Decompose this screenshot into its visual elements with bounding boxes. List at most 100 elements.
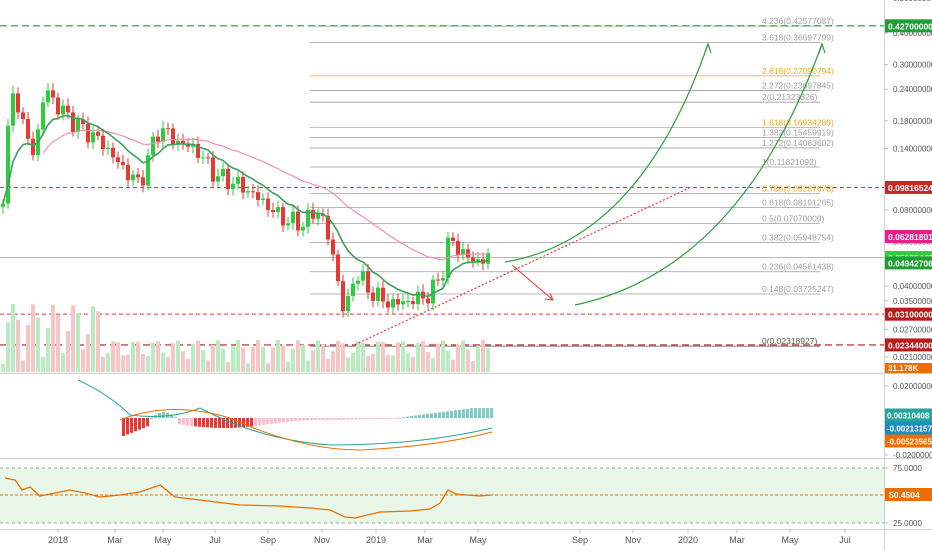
macd-histogram-bar <box>454 410 457 418</box>
candle-body <box>411 301 415 305</box>
candle-body <box>151 136 155 156</box>
candle-body <box>356 280 360 284</box>
time-tick-label: Mar <box>107 535 123 545</box>
macd-histogram-bar <box>222 418 225 428</box>
price-tick-label: 0.30000000 <box>893 61 932 70</box>
price-tick-label: 0.40000000 <box>893 29 932 38</box>
time-tick-label: May <box>469 535 487 545</box>
price-tag <box>885 338 932 352</box>
candle-body <box>241 177 245 193</box>
volume-bar <box>201 350 205 372</box>
time-tick-label: May <box>781 535 799 545</box>
macd-histogram-bar <box>282 418 285 423</box>
volume-bar <box>461 340 465 372</box>
time-tick-label: Sep <box>572 535 588 545</box>
candle-body <box>126 164 130 181</box>
volume-bar <box>266 363 270 372</box>
projection-arrowhead <box>704 42 712 54</box>
macd-histogram-bar <box>202 418 205 428</box>
volume-bar <box>221 348 225 372</box>
moving-average-line <box>42 129 489 261</box>
fib-label: 0(0.02318927) <box>762 336 817 346</box>
volume-bar <box>271 347 275 372</box>
candle-body <box>206 157 210 159</box>
volume-bar <box>346 357 350 372</box>
candle-body <box>71 112 75 132</box>
projection-curve <box>504 43 709 263</box>
time-tick-label: 2019 <box>366 535 386 545</box>
volume-bar <box>141 353 145 372</box>
candle-body <box>336 254 340 282</box>
volume-tag-text: 31.178K <box>888 364 918 373</box>
macd-histogram-bar <box>174 417 177 419</box>
candle-body <box>91 132 95 143</box>
volume-bar <box>186 358 190 372</box>
candle-body <box>486 252 490 264</box>
candle-body <box>401 301 405 305</box>
macd-tag <box>885 434 932 448</box>
volume-bar <box>101 356 105 372</box>
macd-histogram-bar <box>378 418 381 420</box>
macd-histogram-bar <box>374 418 377 420</box>
fib-label: 2(0.21323326) <box>762 92 817 102</box>
ema-line <box>2 114 489 298</box>
volume-bar <box>21 360 25 372</box>
macd-histogram-bar <box>266 418 269 425</box>
volume-bar <box>86 333 90 372</box>
macd-histogram-bar <box>190 418 193 426</box>
candle-body <box>166 128 170 130</box>
volume-bar <box>176 340 180 372</box>
candle-body <box>6 125 10 204</box>
candle-body <box>451 237 455 241</box>
volume-bar <box>11 304 15 372</box>
volume-bar <box>361 342 365 372</box>
macd-tag-text: 0.00310408 <box>887 412 930 421</box>
volume-bar <box>111 341 115 372</box>
fib-label: 0.618(0.08191265) <box>762 197 834 207</box>
fib-label: 2.272(0.23697845) <box>762 81 834 91</box>
candle-body <box>436 279 440 281</box>
projection-arrowhead <box>818 42 826 54</box>
time-tick-label: Nov <box>625 535 642 545</box>
volume-bar <box>316 340 320 372</box>
macd-histogram-bar <box>334 418 337 420</box>
volume-bar <box>421 340 425 372</box>
candle-body <box>276 207 280 213</box>
volume-bar <box>386 354 390 372</box>
macd-histogram-bar <box>418 415 421 418</box>
volume-bar <box>36 317 40 372</box>
price-tick-label: 0.18000000 <box>893 117 932 126</box>
macd-histogram-bar <box>318 418 321 421</box>
price-tick-label: 0.55000000 <box>893 0 932 3</box>
candle-body <box>1 203 5 207</box>
candle-body <box>466 249 470 258</box>
candle-body <box>226 168 230 190</box>
candle-body <box>321 213 325 216</box>
volume-bar <box>226 361 230 372</box>
candle-body <box>266 198 270 211</box>
candle-body <box>386 301 390 308</box>
volume-bar <box>321 343 325 372</box>
macd-histogram-bar <box>206 418 209 428</box>
volume-bar <box>291 348 295 372</box>
volume-bars <box>1 304 490 372</box>
support-trendline <box>354 187 691 346</box>
candle-body <box>441 277 445 281</box>
volume-bar <box>481 340 485 372</box>
macd-histogram-bar <box>442 411 445 418</box>
time-tick-label: May <box>154 535 172 545</box>
volume-bar <box>231 345 235 372</box>
volume-bar <box>41 356 45 372</box>
price-tick-label: 0.24000000 <box>893 85 932 94</box>
candle-body <box>21 112 25 120</box>
volume-bar <box>436 343 440 372</box>
volume-bar <box>166 357 170 372</box>
macd-histogram-bar <box>178 418 181 425</box>
macd-histogram-bar <box>314 418 317 421</box>
overlays <box>2 42 826 346</box>
candle-body <box>311 209 315 219</box>
macd-histogram-bar <box>218 418 221 428</box>
candle-body <box>171 128 175 145</box>
volume-bar <box>371 353 375 372</box>
volume-bar <box>211 344 215 372</box>
